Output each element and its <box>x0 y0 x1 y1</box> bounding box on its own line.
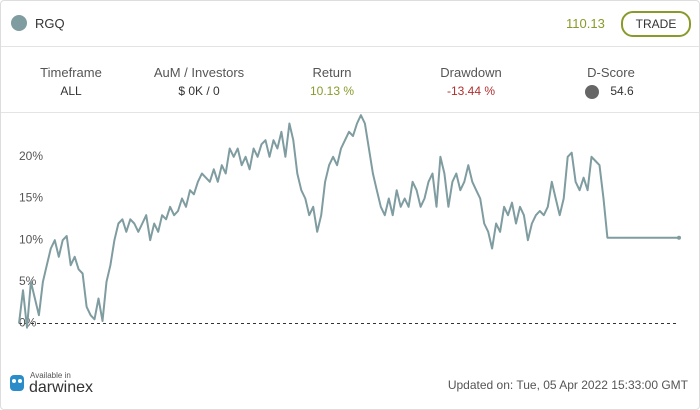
trade-button[interactable]: TRADE <box>621 11 691 37</box>
header: RGQ 110.13 TRADE <box>1 1 699 47</box>
stat-label: AuM / Investors <box>153 65 245 80</box>
stat: Timeframe ALL <box>6 65 136 98</box>
brand: darwinex <box>29 379 94 396</box>
y-tick-label: 15% <box>19 191 43 205</box>
stat-label: Drawdown <box>440 65 502 80</box>
stat: AuM / Investors $ 0K / 0 <box>134 65 264 98</box>
stat-value: 10.13 % <box>309 84 355 98</box>
stat-value: -13.44 % <box>446 84 496 98</box>
symbol-dot <box>11 15 27 31</box>
stat-label: D-Score <box>587 65 635 80</box>
line <box>18 114 679 329</box>
stat: D-Score 54.6 <box>546 65 676 98</box>
y-tick-label: 10% <box>19 232 43 246</box>
stat: Return 10.13 % <box>267 65 397 98</box>
logo-eye <box>18 379 22 383</box>
logo-eye <box>12 379 16 383</box>
updated: Updated on: Tue, 05 Apr 2022 15:33:00 GM… <box>447 378 688 392</box>
stat-value: $ 0K / 0 <box>178 84 220 98</box>
y-tick-label: 20% <box>19 149 43 163</box>
available-in: Available in <box>30 371 71 380</box>
stat-value: ALL <box>60 84 82 98</box>
stat-label: Timeframe <box>40 65 102 80</box>
end-point <box>677 235 681 240</box>
stat-label: Return <box>312 65 352 80</box>
dscore-icon <box>585 85 599 99</box>
price: 110.13 <box>566 16 605 31</box>
separator <box>1 112 699 113</box>
symbol: RGQ <box>35 16 65 31</box>
stat: Drawdown -13.44 % <box>406 65 536 98</box>
logo-icon <box>10 375 24 391</box>
stat-value: 54.6 <box>610 84 634 98</box>
